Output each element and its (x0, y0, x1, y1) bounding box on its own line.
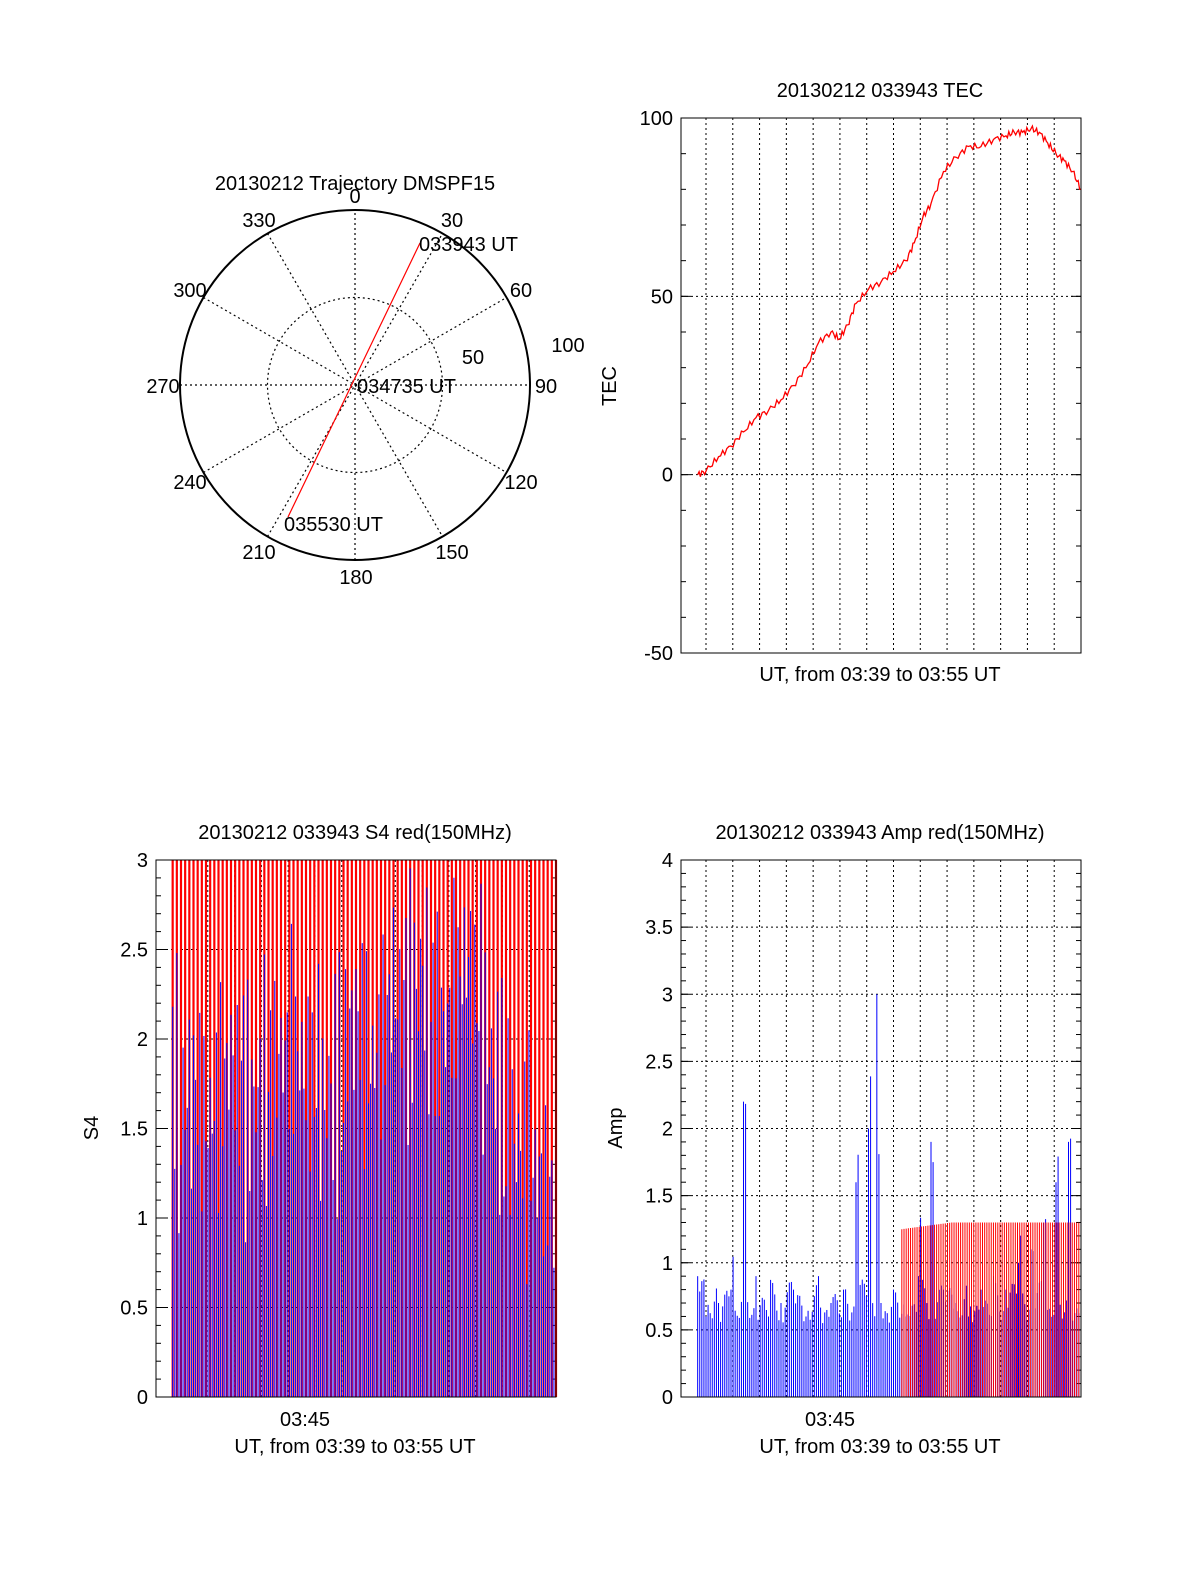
s4-plot-frame (155, 859, 557, 1398)
amp-ytick-label-2.5: 2.5 (645, 1051, 673, 1073)
angle-label-300: 300 (173, 280, 206, 302)
polar-spoke-150 (266, 233, 444, 537)
tec-series-line (697, 124, 1081, 477)
s4-ytick-label-3: 3 (137, 850, 148, 872)
amp-ytick-label-3: 3 (662, 984, 673, 1006)
amp-ytick-label-1.5: 1.5 (645, 1186, 673, 1208)
amp-chart: 20130212 033943 Amp red(150MHz) 0 0.5 1 1.5… (605, 822, 1082, 1458)
tec-y-tick-labels: -50 0 50 100 (640, 108, 673, 665)
angle-label-60: 60 (510, 280, 532, 302)
radius-label-100: 100 (551, 335, 584, 357)
s4-ytick-label-0.5: 0.5 (120, 1298, 148, 1320)
angle-label-270: 270 (146, 376, 179, 398)
polar-trajectory-chart: 20130212 Trajectory DMSPF15 0 30 60 90 1… (146, 173, 584, 589)
tec-plot-frame (680, 117, 1082, 654)
polar-angle-labels: 0 30 60 90 120 150 180 210 240 270 300 3… (146, 186, 557, 589)
amp-bars (697, 994, 1082, 1397)
trajectory-line (287, 242, 421, 518)
tec-x-label: UT, from 03:39 to 03:55 UT (759, 664, 1000, 686)
angle-label-90: 90 (535, 376, 557, 398)
amp-ytick-label-0: 0 (662, 1387, 673, 1409)
angle-label-0: 0 (349, 186, 360, 208)
tec-ytick-label--50: -50 (644, 643, 673, 665)
tec-ytick-label-100: 100 (640, 108, 673, 130)
amp-y-label: Amp (605, 1107, 627, 1148)
s4-ytick-label-1: 1 (137, 1208, 148, 1230)
angle-label-210: 210 (242, 542, 275, 564)
polar-outer-ring (179, 209, 531, 561)
tec-ytick-label-0: 0 (662, 465, 673, 487)
amp-plot-frame (680, 859, 1082, 1398)
s4-bars (171, 860, 558, 1397)
tec-ytick-label-50: 50 (651, 286, 673, 308)
s4-title: 20130212 033943 S4 red(150MHz) (198, 822, 512, 844)
amp-x-tick-0345: 03:45 (805, 1409, 855, 1431)
trajectory-label-start: 033943 UT (419, 234, 518, 256)
angle-label-30: 30 (441, 210, 463, 232)
s4-x-label: UT, from 03:39 to 03:55 UT (234, 1436, 475, 1458)
s4-ytick-label-0: 0 (137, 1387, 148, 1409)
amp-y-tick-labels: 0 0.5 1 1.5 2 2.5 3 3.5 4 (645, 850, 673, 1409)
tec-chart: 20130212 033943 TEC -50 0 50 100 UT, from 0… (599, 80, 1082, 686)
polar-grid (180, 210, 530, 560)
amp-x-label: UT, from 03:39 to 03:55 UT (759, 1436, 1000, 1458)
tec-grid (681, 117, 1081, 654)
amp-title: 20130212 033943 Amp red(150MHz) (715, 822, 1044, 844)
s4-ytick-label-2.5: 2.5 (120, 940, 148, 962)
angle-label-150: 150 (435, 542, 468, 564)
polar-ring-50 (266, 296, 444, 474)
trajectory-label-end: 035530 UT (284, 514, 383, 536)
s4-chart: 20130212 033943 S4 red(150MHz) 0 0.5 1 1.5 2… (81, 822, 558, 1458)
s4-y-label: S4 (81, 1116, 103, 1140)
polar-title: 20130212 Trajectory DMSPF15 (215, 173, 495, 195)
amp-ytick-label-3.5: 3.5 (645, 917, 673, 939)
amp-ytick-label-2: 2 (662, 1119, 673, 1141)
angle-label-120: 120 (504, 472, 537, 494)
angle-label-330: 330 (242, 210, 275, 232)
amp-ytick-label-0.5: 0.5 (645, 1320, 673, 1342)
amp-ytick-label-1: 1 (662, 1253, 673, 1275)
s4-x-tick-0345: 03:45 (280, 1409, 330, 1431)
amp-ytick-label-4: 4 (662, 850, 673, 872)
tec-title: 20130212 033943 TEC (777, 80, 983, 102)
trajectory-label-mid: 034735 UT (357, 376, 456, 398)
s4-ytick-label-2: 2 (137, 1029, 148, 1051)
radius-label-50: 50 (462, 347, 484, 369)
s4-y-tick-labels: 0 0.5 1 1.5 2 2.5 3 (120, 850, 148, 1409)
angle-label-240: 240 (173, 472, 206, 494)
angle-label-180: 180 (339, 567, 372, 589)
s4-ytick-label-1.5: 1.5 (120, 1119, 148, 1141)
tec-y-label: TEC (599, 366, 621, 406)
